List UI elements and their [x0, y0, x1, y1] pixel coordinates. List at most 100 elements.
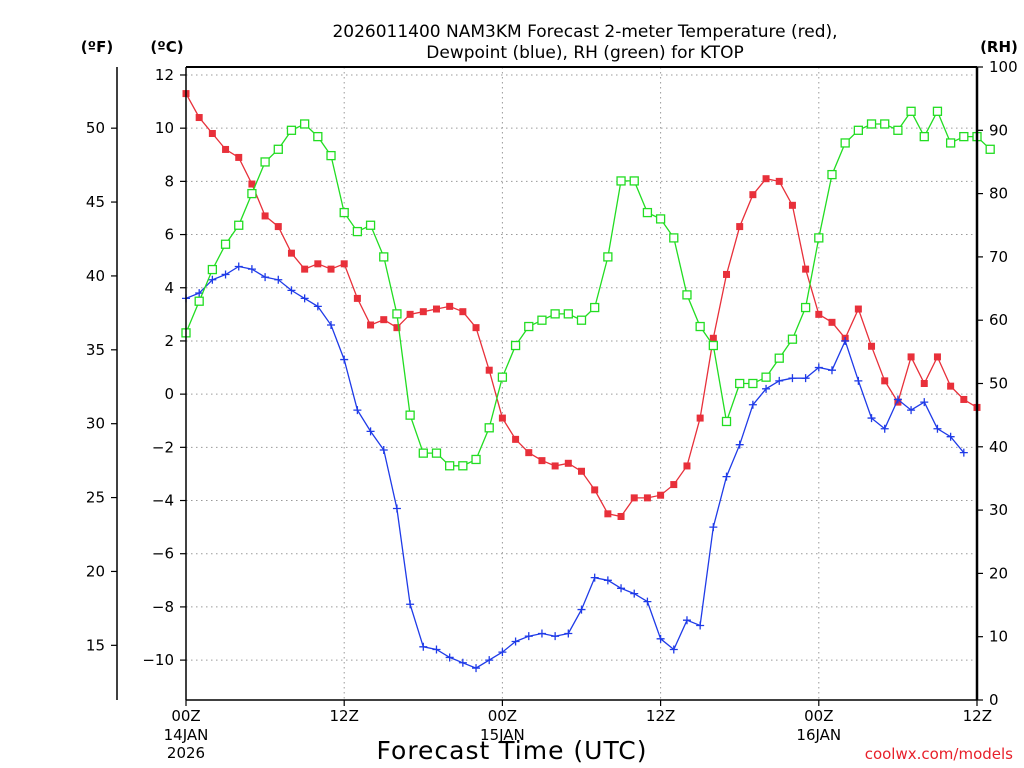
dewpoint-point — [643, 597, 652, 606]
x-tick-label: 00Z — [804, 707, 833, 725]
temperature-point — [762, 175, 770, 183]
dewpoint-point — [788, 374, 797, 383]
dewpoint-point — [340, 355, 349, 364]
rh-point — [339, 207, 349, 218]
dewpoint-point — [379, 445, 388, 454]
temperature-point — [432, 305, 440, 313]
dewpoint-point — [472, 664, 481, 673]
rh-point — [313, 131, 323, 142]
temperature-point — [723, 270, 731, 278]
rh-point — [326, 150, 336, 161]
rh-point — [207, 264, 218, 275]
rh-point — [458, 461, 468, 471]
dewpoint-point — [327, 320, 336, 329]
rh-point — [880, 119, 890, 129]
dewpoint-point — [577, 605, 586, 614]
dewpoint-point — [854, 376, 863, 385]
temperature-point — [314, 260, 322, 268]
rh-point — [286, 125, 297, 135]
temperature-point — [696, 414, 704, 422]
rh-point — [550, 309, 560, 319]
x-axis-title: Forecast Time (UTC) — [377, 736, 648, 765]
rh-tick-label: 90 — [989, 121, 1008, 139]
dewpoint-point — [959, 448, 968, 457]
rh-tick-label: 40 — [989, 438, 1008, 456]
dewpoint-point — [867, 414, 876, 423]
temperature-point — [591, 486, 599, 494]
temperature-point — [208, 129, 216, 137]
temperature-point — [327, 265, 335, 273]
series-layer — [181, 90, 995, 673]
celsius-tick-label: −4 — [152, 492, 174, 510]
rh-point — [418, 448, 428, 458]
dewpoint-point — [392, 504, 401, 513]
dewpoint-point — [287, 286, 296, 295]
dewpoint-point — [313, 302, 322, 311]
temperature-point — [854, 305, 862, 313]
temperature-point — [367, 321, 375, 329]
fahrenheit-tick-label: 15 — [86, 636, 105, 654]
temperature-point — [564, 459, 572, 467]
temperature-point — [828, 318, 836, 326]
celsius-tick-label: 12 — [155, 66, 174, 84]
rh-point — [682, 290, 692, 300]
temperature-point — [775, 177, 783, 185]
celsius-tick-label: −2 — [152, 438, 174, 456]
x-tick-label: 12Z — [330, 707, 359, 725]
temperature-point — [459, 308, 467, 316]
dewpoint-point — [274, 275, 283, 284]
temperature-point — [485, 366, 493, 374]
dewpoint-point — [748, 400, 757, 409]
chart-title-line-2: Dewpoint (blue), RH (green) for KTOP — [426, 43, 743, 63]
dewpoint-point — [485, 656, 494, 665]
dewpoint-point — [234, 262, 243, 271]
rh-point — [748, 378, 758, 389]
temperature-point — [380, 316, 388, 324]
temperature-point — [261, 212, 269, 220]
rh-point — [220, 239, 231, 249]
x-tick-date: 14JAN — [164, 726, 209, 744]
dewpoint-point — [511, 637, 520, 646]
rh-point — [260, 157, 270, 167]
celsius-tick-label: −6 — [152, 545, 174, 563]
rh-point — [853, 125, 863, 135]
dewpoint-point — [920, 398, 929, 407]
rh-point — [590, 302, 600, 313]
temperature-point — [604, 510, 612, 518]
temperature-point — [907, 353, 915, 361]
rh-point — [919, 131, 929, 142]
celsius-tick-label: −10 — [142, 651, 174, 669]
temperature-point — [525, 449, 533, 457]
rh-tick-label: 50 — [989, 375, 1008, 393]
temperature-point — [947, 382, 955, 390]
dewpoint-point — [682, 616, 691, 625]
fahrenheit-tick-label: 30 — [86, 415, 105, 433]
rh-point — [365, 220, 376, 230]
dewpoint-point — [432, 645, 441, 654]
rh-point — [405, 410, 415, 420]
dewpoint-point — [669, 645, 678, 654]
rh-point — [906, 106, 916, 116]
temperature-point — [274, 223, 282, 231]
dewpoint-point — [406, 600, 415, 609]
rh-point — [247, 188, 257, 199]
rh-point — [352, 226, 363, 237]
temperature-point — [960, 395, 968, 403]
fahrenheit-tick-label: 40 — [86, 267, 105, 285]
fahrenheit-tick-label: 45 — [86, 193, 105, 211]
temperature-point — [749, 191, 757, 199]
temperature-point — [933, 353, 941, 361]
rh-point — [655, 214, 666, 224]
temperature-point — [248, 180, 256, 188]
rh-point — [945, 138, 956, 148]
rh-unit-label: (RH) — [980, 38, 1018, 56]
rh-point — [510, 340, 521, 351]
dewpoint-point — [195, 289, 204, 298]
temperature-point — [578, 467, 585, 475]
temperature-point — [617, 512, 625, 520]
dewpoint-point — [300, 294, 309, 303]
dewpoint-point — [551, 632, 560, 641]
rh-point — [299, 119, 310, 129]
temperature-point — [498, 414, 506, 422]
x-tick-label: 00Z — [171, 707, 200, 725]
